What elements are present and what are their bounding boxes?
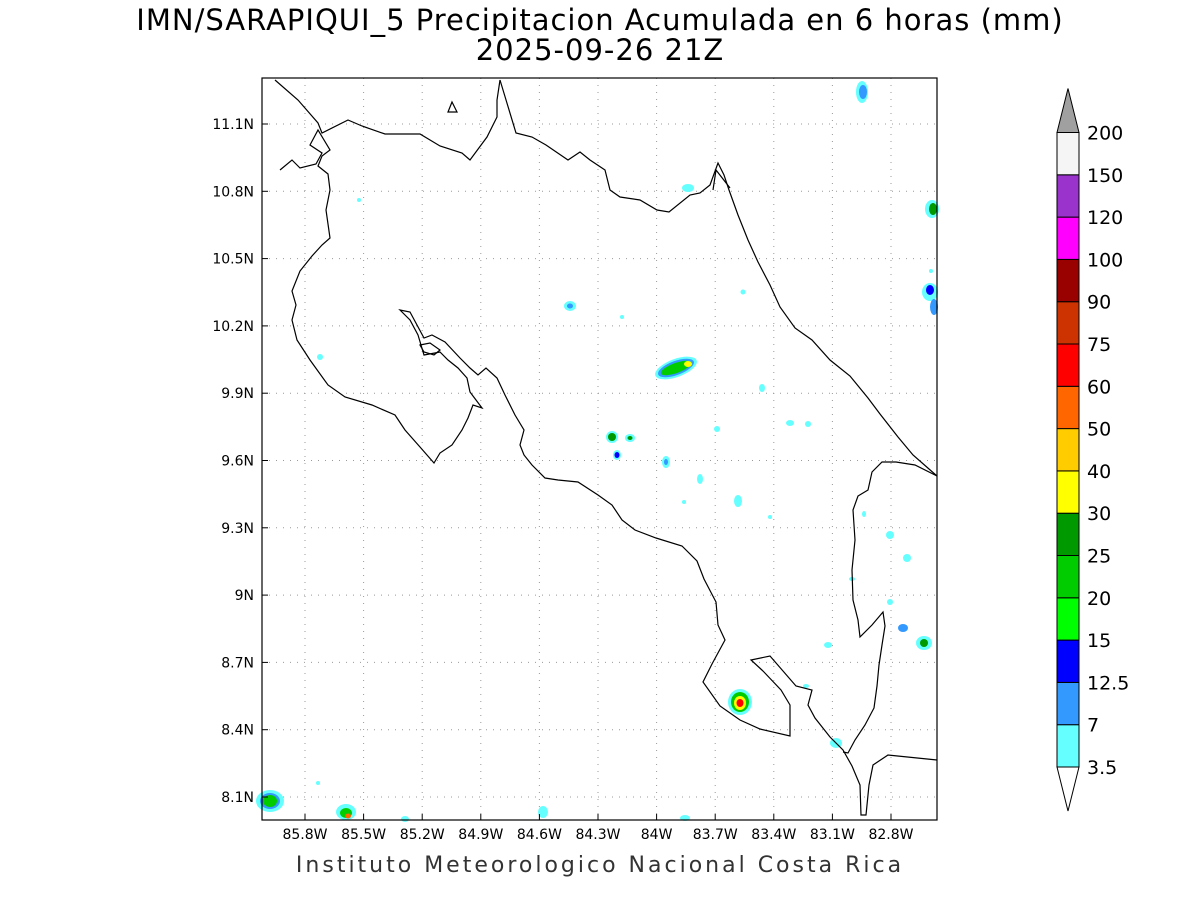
- map-title: IMN/SARAPIQUI_5 Precipitacion Acumulada …: [136, 3, 1064, 37]
- colorbar-label: 75: [1087, 334, 1111, 356]
- colorbar-segment: [1056, 428, 1080, 472]
- colorbar-segment: [1056, 343, 1080, 387]
- colorbar-segment: [1056, 470, 1080, 514]
- map-frame: [261, 77, 938, 821]
- colorbar-segment: [1056, 216, 1080, 260]
- colorbar-label: 120: [1087, 207, 1123, 229]
- colorbar: 3.5 7 12.5 15 20 25 30 40 50 60 75 90 100 120 150 200: [1056, 88, 1129, 812]
- x-tick-label: 85.5W: [341, 827, 386, 843]
- colorbar-label: 100: [1087, 249, 1123, 271]
- x-tick-label: 83.1W: [810, 827, 855, 843]
- coastline: [274, 79, 938, 816]
- colorbar-segment: [1056, 724, 1080, 768]
- colorbar-segment: [1056, 681, 1080, 726]
- x-tick-label: 85.2W: [400, 827, 445, 843]
- y-tick-label: 8.7N: [221, 655, 254, 671]
- precip-cell: [655, 356, 697, 380]
- map-subtitle: 2025-09-26 21Z: [475, 33, 725, 67]
- x-tick-label: 84W: [641, 827, 673, 843]
- colorbar-label: 12.5: [1087, 672, 1129, 694]
- x-tick-label: 84.9W: [458, 827, 503, 843]
- precip-cell: [856, 81, 939, 650]
- colorbar-label: 7: [1087, 715, 1099, 737]
- y-tick-label: 8.1N: [221, 790, 254, 806]
- colorbar-label: 50: [1087, 419, 1111, 441]
- lat-lon-grid: [262, 78, 937, 820]
- colorbar-segment: [1056, 639, 1080, 683]
- x-tick-label: 83.4W: [751, 827, 796, 843]
- colorbar-segment: [1056, 555, 1080, 599]
- colorbar-segment: [1056, 258, 1080, 303]
- x-tick-label: 84.3W: [575, 827, 620, 843]
- colorbar-segment: [1056, 132, 1080, 176]
- x-tick-label: 83.7W: [693, 827, 738, 843]
- precipitation-cells: [256, 81, 939, 822]
- y-tick-label: 9.6N: [221, 454, 254, 470]
- colorbar-label: 20: [1087, 588, 1111, 610]
- y-tick-label: 8.4N: [221, 723, 254, 739]
- colorbar-label: 200: [1087, 123, 1123, 145]
- colorbar-label: 3.5: [1087, 757, 1117, 779]
- y-tick-label: 9.3N: [221, 521, 254, 537]
- y-tick-label: 11.1N: [212, 117, 254, 133]
- precip-cell: [606, 431, 635, 460]
- colorbar-segment: [1056, 174, 1080, 218]
- x-tick-label: 85.8W: [282, 827, 327, 843]
- y-tick-label: 10.8N: [212, 184, 254, 200]
- precip-cell: [316, 184, 933, 822]
- colorbar-max-arrow: [1056, 88, 1080, 133]
- y-tick-label: 10.5N: [212, 252, 254, 268]
- colorbar-label: 15: [1087, 630, 1111, 652]
- y-tick-label: 10.2N: [212, 319, 254, 335]
- x-tick-label: 84.6W: [517, 827, 562, 843]
- colorbar-segment: [1056, 385, 1080, 430]
- y-tick-label: 9.9N: [221, 386, 254, 402]
- colorbar-label: 60: [1087, 376, 1111, 398]
- colorbar-label: 30: [1087, 503, 1111, 525]
- colorbar-segment: [1056, 301, 1080, 345]
- colorbar-segment: [1056, 512, 1080, 557]
- precip-cell: [256, 790, 356, 820]
- colorbar-label: 40: [1087, 461, 1111, 483]
- footer-credit: Instituto Meteorologico Nacional Costa R…: [295, 853, 905, 878]
- precip-cell: [728, 689, 752, 715]
- colorbar-segment: [1056, 597, 1080, 641]
- colorbar-label: 150: [1087, 165, 1123, 187]
- colorbar-min-arrow: [1056, 766, 1080, 812]
- y-tick-label: 9N: [235, 588, 254, 604]
- colorbar-label: 90: [1087, 292, 1111, 314]
- colorbar-label: 25: [1087, 546, 1111, 568]
- x-tick-label: 82.8W: [868, 827, 913, 843]
- axis-ticks: 85.8W 85.5W 85.2W 84.9W 84.6W 84.3W 84W 83.7W 83…: [212, 117, 913, 843]
